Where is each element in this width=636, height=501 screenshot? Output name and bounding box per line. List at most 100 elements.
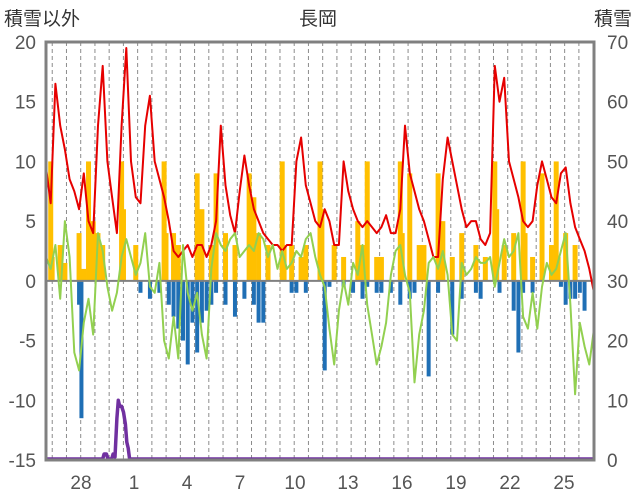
precipitation-bar	[232, 245, 238, 281]
x-tick-label: 16	[391, 473, 412, 494]
precipitation-bar	[194, 173, 200, 281]
precipitation-bar	[251, 197, 257, 281]
precipitation-bar	[265, 245, 271, 281]
plot-frame	[44, 40, 596, 462]
negative-bar	[176, 280, 181, 329]
negative-bar	[209, 280, 214, 305]
right-tick-label: 50	[607, 152, 628, 173]
precipitation-bar	[76, 233, 82, 281]
precipitation-bar	[281, 245, 287, 281]
negative-bar	[365, 280, 370, 287]
negative-bar	[251, 280, 256, 305]
negative-bar	[351, 280, 356, 293]
x-tick-label: 10	[284, 473, 305, 494]
x-tick-label: 13	[337, 473, 358, 494]
negative-bar	[171, 280, 176, 317]
negative-bar	[138, 280, 143, 293]
precipitation-bar	[548, 245, 554, 281]
left-tick-label: -15	[9, 451, 36, 472]
negative-bar	[450, 280, 455, 335]
negative-bar	[412, 280, 417, 293]
negative-bar	[166, 280, 171, 305]
right-axis-ticks: 70 60 50 40 30 20 10 0	[607, 33, 628, 472]
negative-bar	[289, 280, 294, 293]
negative-bar	[157, 280, 162, 293]
negative-bar	[195, 280, 200, 353]
precipitation-bar	[539, 173, 545, 281]
negative-bar	[530, 280, 535, 293]
negative-bar	[199, 280, 204, 323]
negative-bar	[303, 280, 308, 293]
precipitation-bar	[397, 161, 403, 281]
precipitation-bar	[555, 256, 561, 281]
negative-bar	[214, 280, 219, 293]
left-tick-label: 5	[25, 212, 36, 233]
right-tick-label: 40	[607, 212, 628, 233]
right-tick-label: 0	[607, 451, 618, 472]
precipitation-bar	[256, 233, 262, 281]
negative-bar	[478, 280, 483, 299]
precipitation-bar	[449, 256, 455, 281]
negative-bar	[256, 280, 261, 323]
negative-bar	[497, 280, 502, 293]
negative-bar	[563, 280, 568, 305]
negative-bar	[398, 280, 403, 305]
left-tick-label: -10	[9, 391, 36, 412]
right-axis-title: 積雪	[594, 8, 632, 30]
precipitation-bar	[57, 245, 63, 281]
negative-bar	[577, 280, 582, 293]
negative-bar	[223, 280, 228, 305]
negative-bar	[473, 280, 478, 293]
precipitation-bar	[407, 173, 413, 281]
right-tick-label: 30	[607, 272, 628, 293]
precipitation-bar	[331, 245, 337, 281]
precipitation-bar	[49, 256, 55, 281]
precipitation-bar	[473, 245, 479, 281]
temp-mean-line	[45, 220, 595, 396]
negative-bar	[360, 280, 365, 299]
x-tick-label: 22	[499, 473, 520, 494]
x-tick-label: 4	[182, 473, 193, 494]
negative-bar	[511, 280, 516, 311]
left-tick-label: -5	[19, 332, 36, 353]
precipitation-bar	[563, 233, 569, 281]
precipitation-bar	[511, 233, 517, 281]
precipitation-bar	[48, 161, 54, 281]
precipitation-bar	[355, 221, 361, 281]
x-axis-ticks: 28 1 4 7 10 13 16 19 22 25	[70, 473, 574, 494]
right-tick-label: 60	[607, 93, 628, 114]
precipitation-bar	[482, 256, 488, 281]
negative-bar	[77, 280, 82, 305]
precipitation-bar	[303, 245, 309, 281]
precipitation-bar	[553, 161, 559, 281]
temp-max-line	[45, 47, 595, 293]
x-tick-label: 25	[553, 473, 574, 494]
precipitation-bar	[175, 245, 181, 281]
right-tick-label: 10	[607, 391, 628, 412]
negative-bar	[459, 280, 464, 299]
negative-bar	[242, 280, 247, 299]
negative-bar	[232, 280, 237, 317]
left-tick-label: 10	[15, 152, 36, 173]
negative-bar	[558, 280, 563, 287]
negative-bar	[147, 280, 152, 299]
precipitation-bar	[530, 256, 536, 281]
right-tick-label: 70	[607, 33, 628, 54]
x-tick-label: 28	[70, 473, 91, 494]
negative-bar	[573, 280, 578, 299]
precipitation-bar	[246, 173, 252, 281]
precipitation-bar	[421, 245, 427, 281]
left-tick-label: 20	[15, 33, 36, 54]
negative-bar	[379, 280, 384, 293]
negative-bar	[374, 280, 379, 293]
precipitation-bar	[494, 209, 500, 281]
negative-bar	[204, 280, 209, 311]
right-tick-label: 20	[607, 332, 628, 353]
negative-bar	[388, 280, 393, 293]
precipitation-bar	[360, 245, 366, 281]
precipitation-bar	[298, 256, 304, 281]
precipitation-bar	[341, 256, 347, 281]
chart-title: 長岡	[299, 8, 337, 30]
precipitation-bar	[378, 256, 384, 281]
